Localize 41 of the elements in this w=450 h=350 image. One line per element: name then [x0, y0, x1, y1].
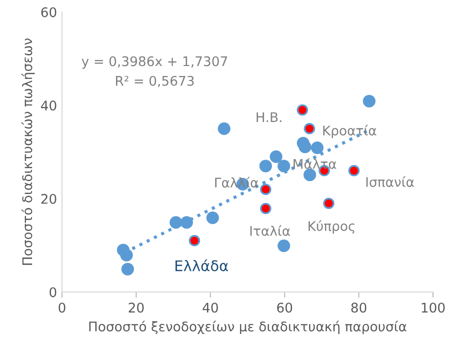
x-tick-label: 20	[128, 302, 144, 313]
y-axis-title: Ποσοστό διαδικτυακών πωλήσεων	[21, 38, 35, 265]
point	[298, 140, 312, 154]
x-axis-title: Ποσοστό ξενοδοχείων με διαδικτυακή παρουσία	[89, 320, 406, 334]
point	[310, 141, 324, 154]
point	[278, 160, 290, 172]
annotation: y = 0,3986x + 1,7307	[82, 56, 228, 69]
x-tick-label: 60	[277, 302, 292, 313]
x-tick-label: 80	[351, 302, 366, 313]
point	[304, 123, 316, 134]
x-tick-label: 0	[58, 302, 66, 313]
point	[278, 239, 290, 252]
point	[348, 165, 360, 176]
point	[188, 235, 200, 246]
annotation: Κροατία	[323, 124, 376, 138]
annotation: Ελλάδα	[176, 259, 228, 272]
annotation: R² = 0,5673	[116, 76, 194, 88]
annotation: Ισπανία	[366, 176, 414, 188]
annotation: Κύπρος	[308, 220, 354, 234]
point	[296, 104, 308, 116]
y-tick-label: 40	[40, 100, 56, 111]
x-tick-label: 100	[422, 302, 445, 313]
point	[260, 202, 272, 214]
point	[323, 198, 334, 209]
annotation: Η.Β.	[256, 112, 282, 122]
y-tick-label: 20	[41, 194, 56, 204]
point	[170, 216, 182, 229]
annotation: Ιταλία	[250, 225, 290, 236]
point	[206, 211, 219, 224]
point	[180, 216, 193, 229]
point	[362, 94, 376, 108]
y-tick-label: 60	[41, 7, 56, 18]
point	[259, 160, 272, 172]
y-tick-label: 0	[50, 287, 56, 298]
x-tick-label: 40	[202, 302, 218, 313]
point	[270, 150, 282, 163]
point	[218, 122, 230, 135]
point	[120, 248, 133, 262]
point	[121, 262, 134, 276]
point	[260, 184, 272, 195]
point	[304, 168, 316, 182]
